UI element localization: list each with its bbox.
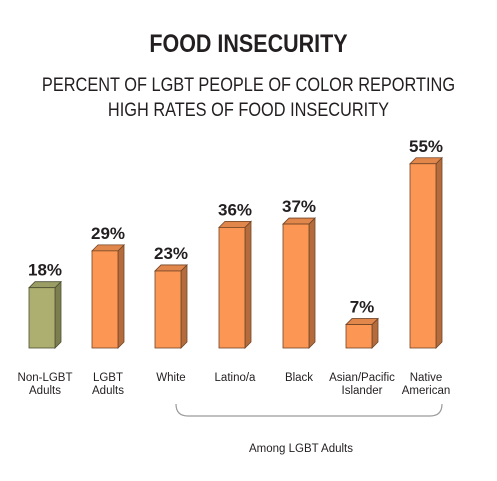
bar-top-3 bbox=[154, 264, 188, 272]
value-label-6: 7% bbox=[350, 298, 375, 317]
value-label-3: 23% bbox=[154, 244, 188, 263]
bar-6 bbox=[345, 324, 373, 349]
bar-1 bbox=[28, 287, 56, 349]
value-label-5: 37% bbox=[282, 197, 316, 216]
category-label-2-line-2: Adults bbox=[92, 385, 124, 397]
category-label-5: Black bbox=[285, 372, 313, 384]
subtitle-line-2: HIGH RATES OF FOOD INSECURITY bbox=[107, 100, 390, 121]
category-label-6: Asian/Pacific bbox=[329, 372, 395, 384]
value-label-2: 29% bbox=[91, 224, 125, 243]
bar-2 bbox=[91, 250, 119, 349]
value-label-4: 36% bbox=[218, 200, 252, 219]
bar-top-7 bbox=[409, 157, 443, 165]
chart-subtitle: PERCENT OF LGBT PEOPLE OF COLOR REPORTIN… bbox=[35, 73, 462, 123]
chart-title: FOOD INSECURITY bbox=[149, 30, 348, 58]
bracket-label: Among LGBT Adults bbox=[249, 443, 353, 455]
bracket-line bbox=[175, 403, 443, 417]
category-label-6-line-2: Islander bbox=[342, 385, 383, 397]
bar-top-1 bbox=[28, 281, 62, 289]
category-label-7: Native bbox=[410, 372, 443, 384]
bar-5 bbox=[282, 223, 310, 349]
bar-top-5 bbox=[282, 217, 316, 225]
bar-side-4 bbox=[244, 220, 252, 349]
bar-side-7 bbox=[435, 156, 443, 349]
value-label-1: 18% bbox=[28, 261, 62, 280]
category-label-4: Latino/a bbox=[215, 372, 257, 384]
subtitle-line-1: PERCENT OF LGBT PEOPLE OF COLOR REPORTIN… bbox=[41, 75, 456, 96]
bar-3 bbox=[154, 270, 182, 349]
bar-side-2 bbox=[117, 243, 125, 349]
value-label-7: 55% bbox=[409, 137, 443, 156]
bar-side-5 bbox=[308, 217, 316, 349]
bar-side-1 bbox=[54, 280, 62, 349]
category-label-1-line-2: Adults bbox=[29, 385, 61, 397]
bar-7 bbox=[409, 163, 437, 349]
bar-top-2 bbox=[91, 244, 125, 252]
category-label-3: White bbox=[156, 372, 185, 384]
category-label-7-line-2: American bbox=[402, 385, 451, 397]
bar-4 bbox=[218, 226, 246, 349]
category-label-1: Non-LGBT bbox=[18, 372, 73, 384]
category-label-2: LGBT bbox=[93, 372, 123, 384]
bar-top-4 bbox=[218, 220, 252, 228]
bar-side-3 bbox=[180, 263, 188, 349]
bar-top-6 bbox=[345, 318, 379, 325]
